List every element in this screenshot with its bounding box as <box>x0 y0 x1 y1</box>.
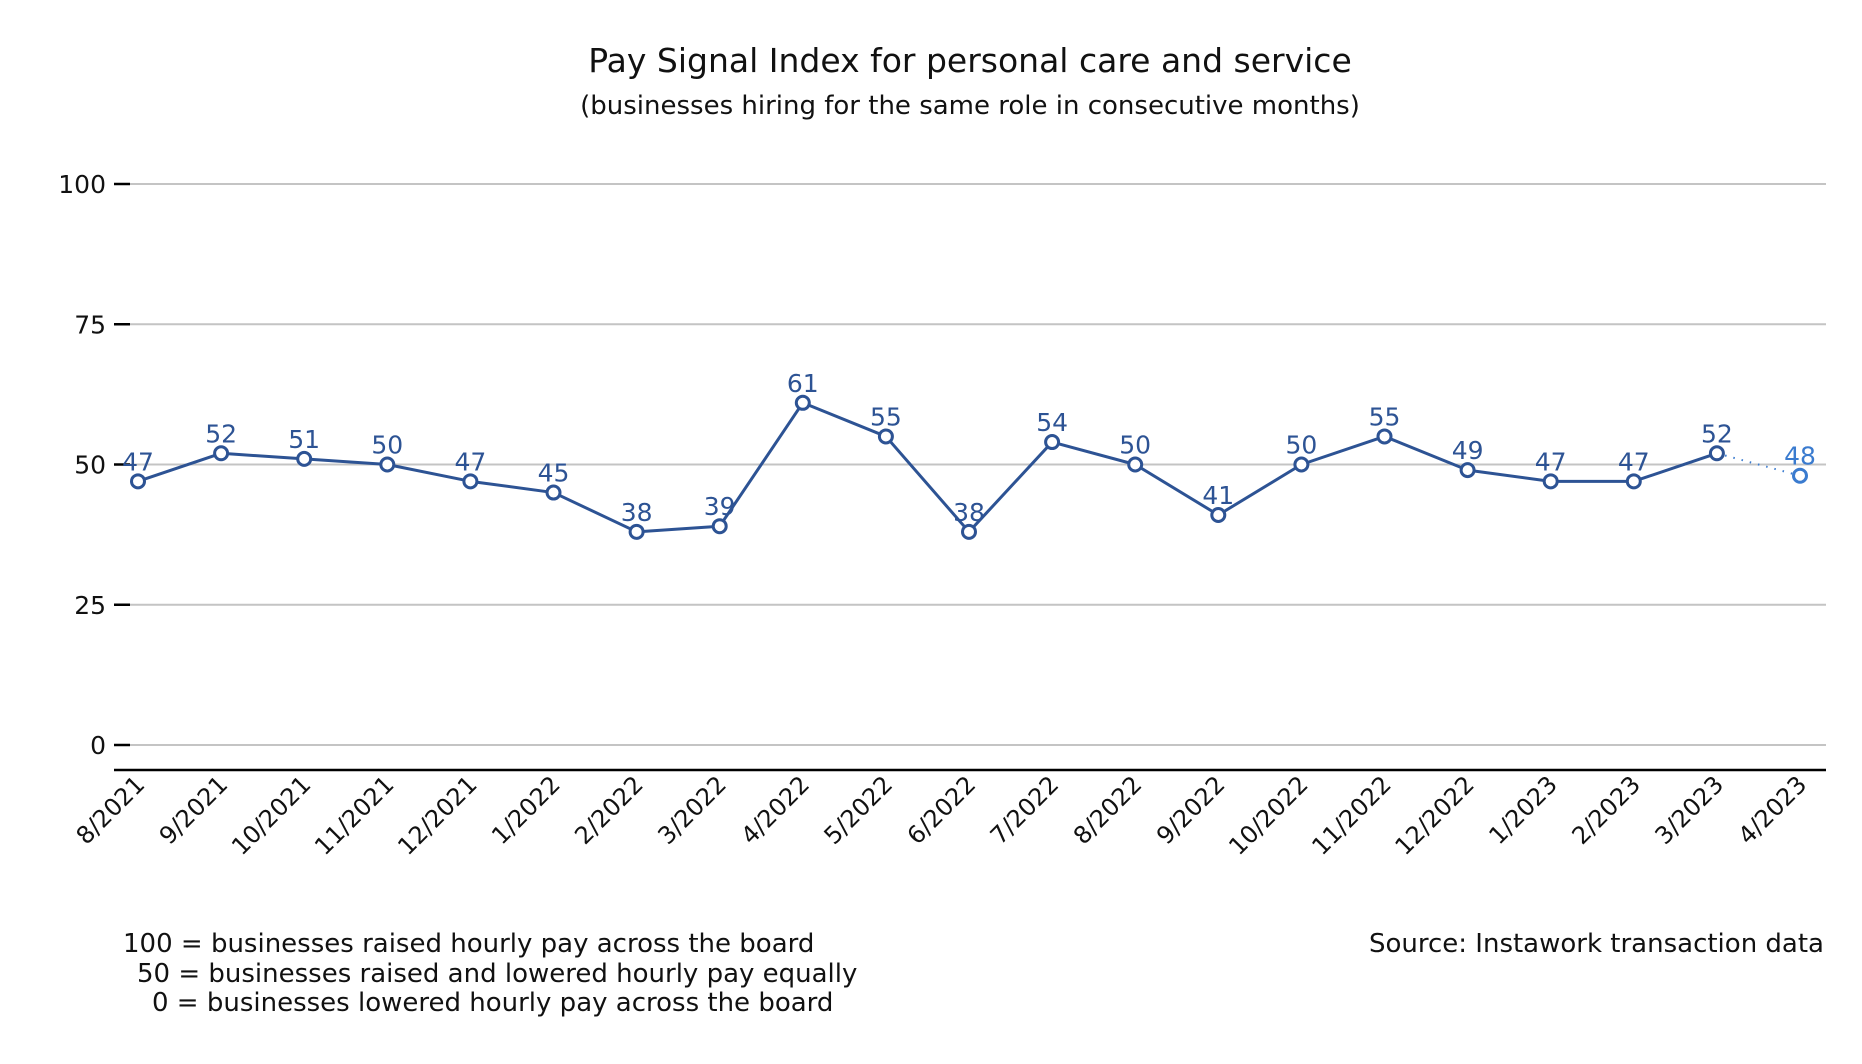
series-pay-signal-index <box>130 394 1808 540</box>
x-tick-label: 8/2022 <box>1068 770 1148 850</box>
data-label: 41 <box>1202 481 1234 510</box>
series-line-preliminary <box>1716 452 1801 477</box>
data-point <box>1127 456 1144 473</box>
x-tick-label: 9/2022 <box>1151 770 1231 850</box>
x-tick-label: 11/2021 <box>309 770 399 860</box>
data-label: 50 <box>1285 431 1317 460</box>
data-label: 55 <box>870 402 902 431</box>
data-label: 55 <box>1369 402 1401 431</box>
data-point <box>1376 428 1393 445</box>
x-tick-label: 2/2023 <box>1567 770 1647 850</box>
y-tick-label: 100 <box>58 170 106 199</box>
x-tick-label: 3/2023 <box>1650 770 1730 850</box>
x-tick-label: 10/2022 <box>1223 770 1313 860</box>
data-point <box>1044 434 1061 451</box>
note-0: 0 = businesses lowered hourly pay across… <box>152 988 833 1018</box>
x-tick-label: 1/2023 <box>1483 770 1563 850</box>
x-tick-label: 3/2022 <box>652 770 732 850</box>
data-point <box>462 473 479 490</box>
data-point <box>545 484 562 501</box>
data-label: 47 <box>1618 447 1650 476</box>
data-point <box>1792 467 1808 484</box>
data-point <box>794 394 811 411</box>
x-tick-label: 8/2021 <box>71 770 151 850</box>
y-axis: 0 25 50 75 100 <box>58 170 130 760</box>
data-label: 61 <box>787 369 819 398</box>
legend-notes: 100 = businesses raised hourly pay acros… <box>123 929 857 1018</box>
data-label: 54 <box>1036 408 1068 437</box>
data-label: 47 <box>1535 447 1567 476</box>
x-tick-label: 1/2022 <box>486 770 566 850</box>
source-note: Source: Instawork transaction data <box>1369 929 1824 959</box>
x-tick-label: 10/2021 <box>226 770 316 860</box>
x-tick-label: 6/2022 <box>902 770 982 850</box>
data-label: 50 <box>371 431 403 460</box>
data-label: 47 <box>122 447 154 476</box>
data-point <box>1542 473 1559 490</box>
data-point <box>877 428 894 445</box>
note-50: 50 = businesses raised and lowered hourl… <box>137 959 857 989</box>
data-point <box>711 518 728 535</box>
data-point <box>213 445 230 462</box>
x-tick-label: 2/2022 <box>569 770 649 850</box>
x-tick-label: 4/2023 <box>1733 770 1813 850</box>
data-point <box>1210 506 1227 523</box>
data-label: 38 <box>621 498 653 527</box>
data-point <box>1459 462 1476 479</box>
data-label: 50 <box>1119 431 1151 460</box>
data-point <box>961 523 977 540</box>
data-labels: 47 52 51 50 47 45 38 39 61 55 38 54 50 41 50 55 49 47 47 52… <box>122 369 1816 527</box>
data-label: 39 <box>704 492 736 521</box>
data-point <box>628 523 645 540</box>
data-label: 38 <box>953 498 985 527</box>
gridlines <box>130 183 1826 746</box>
chart-subtitle: (businesses hiring for the same role in … <box>580 91 1360 121</box>
x-tick-label: 7/2022 <box>985 770 1065 850</box>
data-label: 45 <box>538 459 570 488</box>
y-tick-label: 50 <box>74 451 106 480</box>
data-label: 47 <box>454 447 486 476</box>
data-point <box>1293 456 1310 473</box>
data-point <box>1625 473 1642 490</box>
data-label: 52 <box>1701 419 1733 448</box>
data-label: 49 <box>1452 436 1484 465</box>
data-point <box>296 450 313 467</box>
x-tick-label: 12/2022 <box>1390 770 1480 860</box>
x-tick-label: 11/2022 <box>1306 770 1396 860</box>
data-label: 52 <box>205 419 237 448</box>
y-tick-label: 75 <box>74 310 106 339</box>
data-point <box>1708 445 1725 462</box>
data-label: 51 <box>288 425 320 454</box>
x-tick-label: 12/2021 <box>392 770 482 860</box>
note-100: 100 = businesses raised hourly pay acros… <box>123 929 814 959</box>
data-label: 48 <box>1784 442 1816 471</box>
x-tick-label: 5/2022 <box>819 770 899 850</box>
y-tick-label: 0 <box>90 731 106 760</box>
chart-title: Pay Signal Index for personal care and s… <box>588 41 1352 80</box>
data-point <box>130 473 146 490</box>
series-line <box>137 401 1718 534</box>
x-tick-label: 9/2021 <box>154 770 234 850</box>
y-tick-label: 25 <box>74 591 106 620</box>
data-point <box>379 456 396 473</box>
x-tick-label: 4/2022 <box>736 770 816 850</box>
